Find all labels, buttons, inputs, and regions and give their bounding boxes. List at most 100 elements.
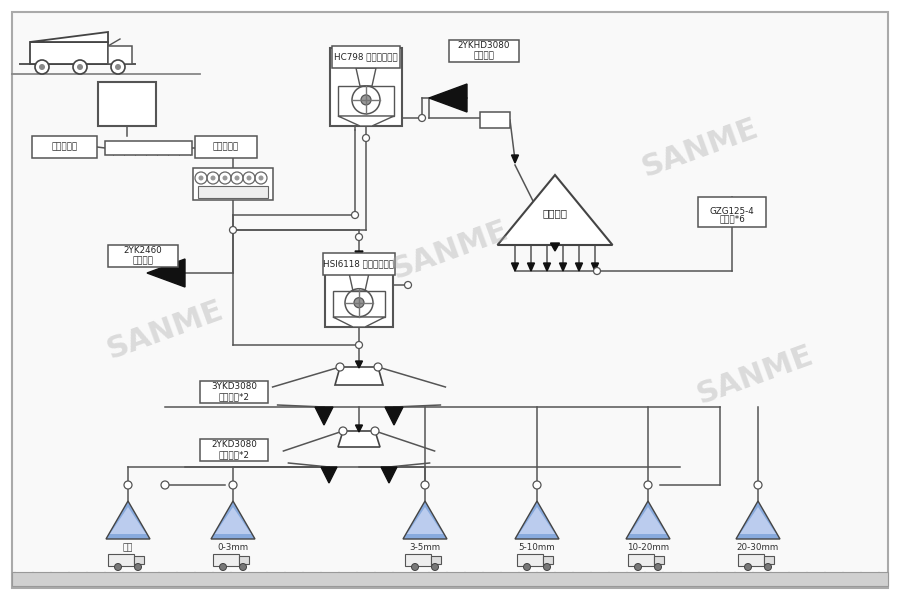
Polygon shape bbox=[349, 273, 369, 291]
Polygon shape bbox=[519, 507, 555, 534]
Text: 2YKD3080
圆振动筛*2: 2YKD3080 圆振动筛*2 bbox=[212, 440, 256, 460]
Text: 5-10mm: 5-10mm bbox=[518, 543, 555, 552]
Circle shape bbox=[114, 563, 122, 571]
Circle shape bbox=[73, 60, 87, 74]
FancyBboxPatch shape bbox=[405, 554, 431, 566]
Polygon shape bbox=[110, 507, 146, 534]
Polygon shape bbox=[560, 263, 566, 271]
FancyBboxPatch shape bbox=[738, 554, 764, 566]
Text: 波纹喂料机: 波纹喂料机 bbox=[213, 142, 239, 151]
Text: SANME: SANME bbox=[638, 113, 762, 182]
FancyBboxPatch shape bbox=[333, 291, 385, 317]
Text: 板式喂料机: 板式喂料机 bbox=[51, 142, 77, 151]
Polygon shape bbox=[511, 155, 518, 163]
Polygon shape bbox=[338, 431, 380, 447]
Circle shape bbox=[230, 226, 237, 233]
Polygon shape bbox=[551, 243, 560, 251]
Polygon shape bbox=[30, 32, 108, 42]
Circle shape bbox=[754, 481, 762, 489]
Circle shape bbox=[247, 175, 251, 181]
Text: SANME: SANME bbox=[103, 295, 228, 365]
Circle shape bbox=[356, 233, 363, 241]
Circle shape bbox=[654, 563, 662, 571]
Circle shape bbox=[352, 211, 358, 218]
FancyBboxPatch shape bbox=[338, 86, 394, 116]
Polygon shape bbox=[356, 425, 363, 432]
Polygon shape bbox=[147, 259, 185, 287]
Circle shape bbox=[533, 481, 541, 489]
Polygon shape bbox=[106, 501, 150, 539]
Circle shape bbox=[35, 60, 49, 74]
Circle shape bbox=[39, 64, 45, 70]
Text: GZG125-4: GZG125-4 bbox=[709, 208, 754, 217]
Polygon shape bbox=[403, 501, 447, 539]
FancyBboxPatch shape bbox=[698, 197, 766, 227]
FancyBboxPatch shape bbox=[108, 245, 178, 267]
FancyBboxPatch shape bbox=[12, 572, 888, 586]
Polygon shape bbox=[362, 50, 370, 57]
FancyBboxPatch shape bbox=[198, 186, 268, 198]
Text: 2YKHD3080
圆振动筛: 2YKHD3080 圆振动筛 bbox=[458, 41, 510, 61]
Circle shape bbox=[363, 134, 370, 142]
Circle shape bbox=[371, 427, 379, 435]
Circle shape bbox=[124, 481, 132, 489]
FancyBboxPatch shape bbox=[193, 168, 273, 200]
Text: HSI6118 反击式破碎机: HSI6118 反击式破碎机 bbox=[323, 259, 394, 269]
FancyBboxPatch shape bbox=[764, 556, 774, 564]
Circle shape bbox=[258, 175, 264, 181]
Polygon shape bbox=[381, 467, 397, 483]
Circle shape bbox=[354, 298, 364, 308]
FancyBboxPatch shape bbox=[628, 554, 654, 566]
Polygon shape bbox=[315, 407, 333, 425]
FancyBboxPatch shape bbox=[323, 253, 395, 275]
FancyBboxPatch shape bbox=[213, 554, 239, 566]
FancyBboxPatch shape bbox=[98, 82, 156, 126]
Polygon shape bbox=[498, 175, 613, 245]
Circle shape bbox=[336, 363, 344, 371]
FancyBboxPatch shape bbox=[330, 48, 402, 126]
Polygon shape bbox=[407, 507, 443, 534]
FancyBboxPatch shape bbox=[654, 556, 664, 564]
Polygon shape bbox=[626, 501, 670, 539]
Circle shape bbox=[339, 427, 347, 435]
Polygon shape bbox=[356, 361, 363, 368]
Text: 3-5mm: 3-5mm bbox=[410, 543, 441, 552]
Text: 10-20mm: 10-20mm bbox=[627, 543, 669, 552]
Polygon shape bbox=[356, 68, 376, 86]
FancyBboxPatch shape bbox=[431, 556, 441, 564]
FancyBboxPatch shape bbox=[200, 381, 268, 403]
FancyBboxPatch shape bbox=[105, 141, 192, 155]
FancyBboxPatch shape bbox=[239, 556, 249, 564]
Circle shape bbox=[374, 363, 382, 371]
Text: 2YK2460
圆振动筛: 2YK2460 圆振动筛 bbox=[123, 246, 162, 266]
Polygon shape bbox=[335, 367, 383, 385]
Polygon shape bbox=[211, 501, 255, 539]
Circle shape bbox=[634, 563, 642, 571]
Polygon shape bbox=[511, 263, 518, 271]
Polygon shape bbox=[355, 251, 363, 258]
Circle shape bbox=[431, 563, 438, 571]
Circle shape bbox=[744, 563, 752, 571]
Circle shape bbox=[644, 481, 652, 489]
Circle shape bbox=[229, 481, 237, 489]
Circle shape bbox=[111, 60, 125, 74]
Text: 中转料堆: 中转料堆 bbox=[543, 208, 568, 218]
Circle shape bbox=[421, 481, 429, 489]
Circle shape bbox=[235, 175, 239, 181]
Polygon shape bbox=[429, 84, 467, 112]
Polygon shape bbox=[591, 263, 599, 271]
Circle shape bbox=[199, 175, 203, 181]
Circle shape bbox=[404, 281, 411, 289]
Polygon shape bbox=[740, 507, 776, 534]
Polygon shape bbox=[527, 263, 535, 271]
Text: 弃土: 弃土 bbox=[122, 543, 133, 552]
FancyBboxPatch shape bbox=[517, 554, 543, 566]
FancyBboxPatch shape bbox=[108, 46, 132, 64]
FancyBboxPatch shape bbox=[543, 556, 553, 564]
Circle shape bbox=[361, 95, 371, 105]
Circle shape bbox=[524, 563, 530, 571]
FancyBboxPatch shape bbox=[195, 136, 257, 158]
Circle shape bbox=[411, 563, 418, 571]
FancyBboxPatch shape bbox=[325, 255, 393, 327]
FancyBboxPatch shape bbox=[332, 46, 400, 68]
